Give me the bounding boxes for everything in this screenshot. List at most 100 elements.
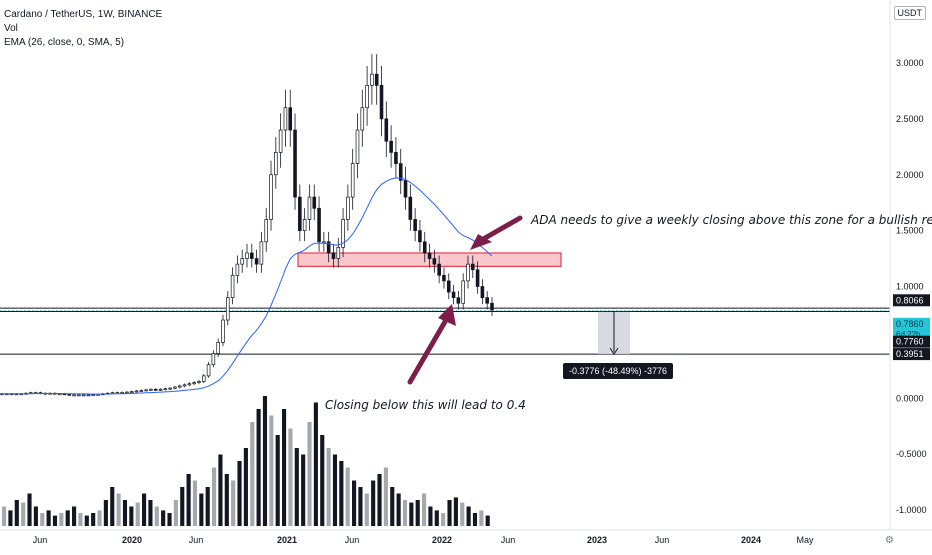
price-tick-label: 3.0000 — [896, 58, 924, 68]
price-axis[interactable]: 3.00002.50002.00001.50001.00000.50000.00… — [889, 0, 927, 530]
ema-legend[interactable]: EMA (26, close, 0, SMA, 5) — [4, 37, 125, 48]
symbol-title[interactable]: Cardano / TetherUS, 1W, BINANCE — [4, 9, 163, 20]
candle-body — [293, 129, 297, 198]
volume-bar — [345, 467, 350, 526]
candle-body — [264, 219, 269, 243]
volume-bar — [84, 515, 89, 526]
volume-bar — [46, 510, 51, 526]
volume-bar — [396, 493, 401, 526]
arrow-to-support-head — [438, 304, 456, 326]
candle-body — [86, 394, 91, 397]
volume-bar — [479, 510, 484, 526]
time-tick-label: 2024 — [741, 535, 761, 545]
candle-body — [149, 388, 153, 391]
volume-bar — [377, 474, 382, 526]
volume-bar — [339, 461, 344, 526]
volume-bar — [390, 487, 395, 526]
countdown-label: 6d 22h — [896, 330, 920, 339]
candle-body — [182, 384, 187, 387]
price-tick-label: 1.0000 — [896, 282, 924, 292]
candle-body — [432, 258, 437, 265]
candle-body — [341, 219, 345, 248]
candle-body — [312, 196, 317, 209]
volume-bar — [2, 506, 7, 526]
arrow-to-support — [407, 317, 449, 385]
candle-body — [466, 263, 470, 282]
annotation-arrows — [407, 215, 523, 385]
volume-bar — [205, 487, 210, 526]
volume-bar — [21, 502, 26, 526]
candle-body — [192, 382, 196, 385]
volume-bar — [307, 422, 312, 526]
arrow-to-zone — [482, 215, 523, 241]
candle-body — [480, 286, 485, 299]
volume-legend[interactable]: Vol — [4, 23, 18, 34]
candle-body — [77, 394, 81, 397]
volume-bar — [212, 467, 217, 526]
candle-body — [288, 107, 293, 131]
candle-body — [274, 152, 278, 176]
candle-body — [134, 390, 139, 393]
candle-body — [153, 388, 158, 391]
volume-bar — [294, 448, 299, 526]
bullish-reversal-note: ADA needs to give a weekly closing above… — [531, 213, 932, 227]
candle-body — [384, 118, 389, 142]
volume-bar — [441, 513, 446, 526]
candle-body — [81, 394, 86, 397]
volume-bar — [282, 409, 287, 526]
volume-bar — [269, 415, 274, 526]
candle-body — [230, 274, 235, 299]
volume-bar — [129, 506, 134, 526]
volume-bar — [313, 402, 318, 526]
currency-label[interactable]: USDT — [893, 6, 926, 20]
volume-bar — [224, 474, 229, 526]
volume-bar — [231, 480, 236, 526]
candle-body — [437, 263, 441, 276]
volume-bar — [180, 487, 185, 526]
candle-body — [317, 207, 321, 243]
candle-body — [398, 163, 403, 181]
price-badge — [893, 294, 930, 307]
candle-body — [379, 84, 384, 120]
volume-bar — [371, 480, 376, 526]
candle-body — [475, 269, 480, 287]
candle-body — [259, 241, 264, 265]
ema-polyline — [2, 177, 493, 395]
price-tick-label: -0.5000 — [896, 449, 927, 459]
candle-body — [355, 129, 360, 164]
candle-body — [278, 129, 283, 153]
volume-bar — [65, 510, 70, 526]
candle-body — [139, 390, 144, 392]
price-badge-label: 0.7860 — [896, 319, 924, 329]
price-candles — [0, 54, 494, 397]
chart-legend: Cardano / TetherUS, 1W, BINANCE Vol EMA … — [4, 8, 162, 50]
volume-bar — [192, 480, 198, 526]
candle-body — [307, 196, 312, 220]
volume-bar — [256, 409, 261, 526]
volume-bar — [110, 487, 115, 526]
candle-body — [269, 174, 273, 220]
candle-body — [225, 297, 230, 321]
breakdown-note: Closing below this will lead to 0.4 — [325, 398, 526, 412]
time-axis[interactable]: Jun 2020 Jun 2021 Jun 2022 Jun 2023 Jun 2024 May ⚙ — [0, 529, 932, 546]
candle-body — [201, 375, 206, 382]
ema-line — [2, 177, 493, 395]
candle-body — [211, 353, 216, 366]
candle-body — [446, 280, 451, 293]
volume-bar — [14, 500, 19, 526]
settings-icon: ⚙ — [885, 535, 894, 546]
volume-bar — [135, 502, 140, 526]
candle-body — [283, 107, 288, 131]
price-tick-label: 2.0000 — [896, 170, 924, 180]
volume-bar — [33, 506, 38, 526]
candle-body — [250, 252, 254, 259]
volume-bar — [409, 502, 414, 526]
volume-bar — [460, 502, 465, 526]
candle-body — [403, 179, 408, 198]
volume-bar — [466, 506, 471, 526]
candle-body — [394, 152, 398, 164]
price-badge — [893, 348, 930, 361]
